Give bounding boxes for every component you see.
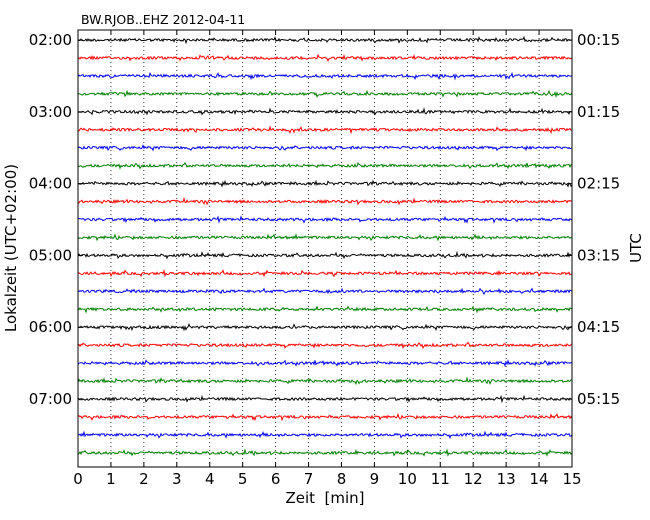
- y-tick-label-left: 02:00: [29, 31, 72, 49]
- y-tick-label-right: 04:15: [577, 318, 620, 336]
- y-axis-ticks: 02:00 00:15 03:00 01:15 04:00 02:15 05:00 03:15…: [29, 31, 620, 408]
- trace-line: [77, 268, 573, 278]
- chart-title: BW.RJOB..EHZ 2012-04-11: [81, 12, 245, 27]
- x-tick-label: 8: [337, 470, 347, 488]
- trace-line: [77, 53, 573, 62]
- y-axis-label-left: Lokalzeit (UTC+02:00): [2, 164, 20, 332]
- x-tick-label: 2: [139, 470, 149, 488]
- x-axis-label: Zeit [min]: [285, 489, 364, 507]
- y-tick-label-right: 02:15: [577, 175, 620, 193]
- y-tick-label-right: 05:15: [577, 390, 620, 408]
- trace-line: [77, 448, 573, 457]
- trace-line: [77, 394, 573, 404]
- trace-line: [77, 161, 573, 170]
- x-tick-label: 6: [271, 470, 281, 488]
- trace-group: [77, 35, 573, 457]
- trace-line: [77, 250, 573, 260]
- x-tick-label: 12: [464, 470, 483, 488]
- trace-line: [77, 35, 573, 45]
- y-tick-label-right: 00:15: [577, 31, 620, 49]
- trace-line: [77, 215, 573, 224]
- trace-line: [77, 144, 573, 152]
- x-tick-label: 14: [530, 470, 549, 488]
- x-tick-label: 3: [172, 470, 182, 488]
- trace-line: [77, 233, 573, 242]
- x-tick-label: 10: [398, 470, 417, 488]
- trace-line: [77, 196, 573, 206]
- plot-frame: [77, 29, 573, 468]
- trace-line: [77, 359, 573, 368]
- x-axis-ticks: 0 1 2 3 4 5 6 7 8 9 10 11 12 13 14 15: [73, 30, 582, 488]
- trace-line: [77, 412, 573, 422]
- y-tick-label-left: 03:00: [29, 103, 72, 121]
- x-tick-label: 1: [106, 470, 116, 488]
- x-tick-label: 5: [238, 470, 248, 488]
- y-tick-label-left: 06:00: [29, 318, 72, 336]
- trace-line: [77, 305, 573, 314]
- x-tick-label: 7: [304, 470, 314, 488]
- trace-line: [77, 287, 573, 296]
- y-axis-label-right: UTC: [627, 233, 645, 263]
- x-tick-label: 11: [431, 470, 450, 488]
- y-tick-label-left: 05:00: [29, 246, 72, 264]
- x-tick-label: 9: [370, 470, 380, 488]
- vertical-grid: [110, 30, 540, 467]
- trace-line: [77, 89, 573, 99]
- x-tick-label: 0: [73, 470, 83, 488]
- x-tick-label: 4: [205, 470, 215, 488]
- trace-line: [77, 179, 573, 188]
- trace-line: [77, 323, 573, 332]
- y-tick-label-left: 07:00: [29, 390, 72, 408]
- trace-line: [77, 430, 573, 440]
- x-tick-label: 15: [562, 470, 581, 488]
- x-tick-label: 13: [497, 470, 516, 488]
- y-tick-label-right: 03:15: [577, 246, 620, 264]
- y-tick-label-left: 04:00: [29, 175, 72, 193]
- trace-line: [77, 376, 573, 386]
- trace-line: [77, 125, 573, 135]
- trace-line: [77, 341, 573, 350]
- y-tick-label-right: 01:15: [577, 103, 620, 121]
- trace-line: [77, 107, 573, 116]
- trace-line: [77, 71, 573, 81]
